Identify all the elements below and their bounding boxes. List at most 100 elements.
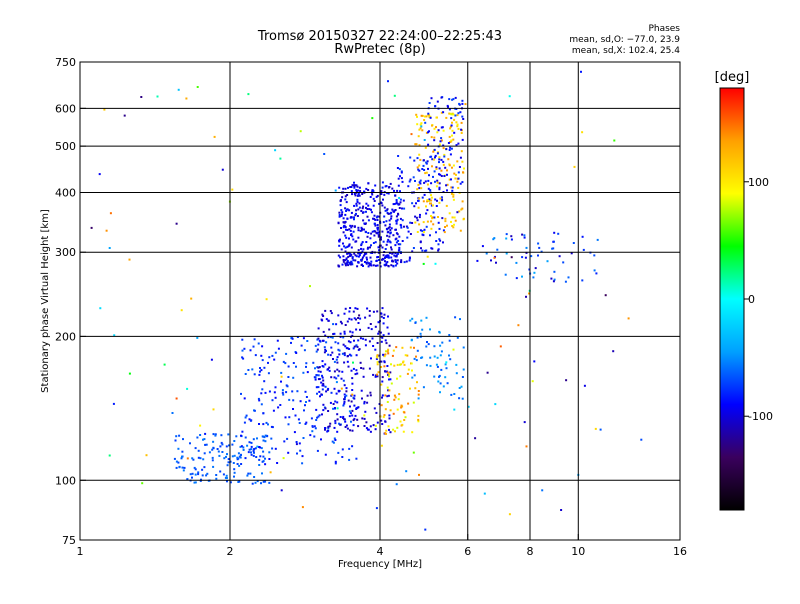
data-point-F2-block: [361, 250, 364, 253]
data-point-E-ramp: [271, 399, 274, 402]
data-point-F2-mid: [427, 179, 430, 182]
data-point-E-low-trace: [268, 451, 271, 454]
data-point-F1-main: [330, 376, 333, 379]
data-point-F2-block: [367, 232, 370, 234]
data-point-F2-mid: [439, 173, 442, 176]
data-point-E-ramp: [249, 349, 252, 352]
data-point-E-low-trace: [197, 471, 200, 474]
data-point-E-ramp: [281, 391, 284, 394]
data-point-F2-floor: [337, 254, 340, 257]
data-point-E-low-trace: [227, 458, 230, 461]
data-point-E-ramp: [330, 391, 333, 394]
data-point-E-ramp: [287, 376, 290, 378]
data-point-F2-floor: [370, 264, 373, 267]
data-point-F2-floor: [355, 255, 358, 258]
data-point-noise: [599, 428, 602, 431]
data-point-F1-upper: [384, 353, 387, 356]
data-point-F2-block: [344, 195, 347, 198]
data-point-noise: [565, 379, 568, 382]
data-point-F1-upper: [396, 363, 399, 366]
data-point-F2-block: [378, 202, 381, 205]
data-point-E-ramp: [292, 399, 295, 402]
data-point-F2-floor: [357, 261, 360, 264]
data-point-noise: [363, 414, 366, 417]
data-point-F1-main: [338, 370, 341, 373]
data-point-E-low-trace: [252, 454, 255, 457]
data-point-F2-block: [368, 262, 370, 265]
data-point-F2-yellow: [460, 121, 463, 124]
data-point-F1-main: [351, 409, 354, 412]
data-point-E-ramp: [333, 360, 336, 363]
data-point-E-low-trace: [189, 442, 191, 445]
y-tick-label: 600: [55, 102, 76, 115]
data-point-F2-yellow: [452, 113, 455, 116]
data-point-E-ramp: [292, 362, 295, 364]
data-point-F1-upper: [396, 426, 399, 429]
data-point-F2-top: [437, 129, 440, 132]
data-point-F2-block: [353, 225, 356, 228]
data-point-E-ramp: [299, 400, 302, 403]
data-point-F2-block: [390, 264, 393, 267]
data-point-F2-floor: [379, 265, 382, 268]
data-point-F2-yellow: [452, 164, 455, 167]
data-point-F2-block: [344, 246, 347, 249]
data-point-E-ramp: [259, 367, 261, 369]
data-point-F2-block: [365, 206, 367, 209]
data-point-noise: [186, 387, 189, 390]
data-point-F2-block: [367, 189, 370, 191]
data-point-F2-block: [389, 229, 392, 232]
data-point-E-low-trace: [264, 480, 267, 483]
data-point-F1-main: [336, 413, 339, 416]
data-point-F2-yellow: [456, 123, 459, 126]
data-point-F2-block: [393, 189, 395, 192]
data-point-F2-yellow: [421, 129, 424, 132]
data-point-F1-main: [352, 424, 355, 427]
data-point-F2-mid: [421, 249, 424, 252]
data-point-F1-main: [387, 373, 390, 376]
data-point-noise: [612, 350, 615, 353]
data-point-F1-main: [367, 428, 370, 431]
data-point-E-low-trace: [242, 448, 245, 451]
data-point-noise: [213, 135, 216, 138]
data-point-E-ramp: [243, 397, 246, 400]
data-point-F2-mid: [434, 154, 437, 157]
data-point-E-ramp: [317, 386, 320, 389]
data-point-E-ramp: [263, 380, 266, 383]
data-point-F2-block: [338, 186, 341, 189]
data-point-F1-right: [427, 343, 430, 346]
data-point-F2-mid: [409, 233, 412, 235]
data-point-F2-mid: [400, 177, 403, 180]
data-point-noise: [418, 473, 420, 476]
data-point-far-right: [510, 235, 513, 238]
data-point-F1-right: [411, 317, 414, 320]
data-point-F1-main: [346, 347, 349, 350]
data-point-F2-block: [377, 226, 379, 229]
data-point-F2-yellow: [446, 183, 449, 186]
data-point-E-ramp: [325, 341, 328, 344]
data-point-F2-block: [392, 203, 395, 206]
data-point-E-low-trace: [182, 469, 185, 472]
data-point-E-ramp: [252, 450, 255, 453]
data-point-far-right: [523, 236, 526, 239]
data-point-F1-upper: [409, 346, 412, 349]
data-point-far-right: [551, 247, 554, 250]
stats-o-mode: mean, sd,O: −77.0, 23.9: [569, 35, 680, 45]
data-point-F2-yellow: [448, 212, 451, 215]
data-point-F2-block: [353, 181, 355, 184]
data-point-F1-right: [453, 393, 456, 395]
data-point-F1-main: [374, 375, 377, 378]
data-point-F1-main: [343, 361, 346, 364]
data-point-F2-top: [441, 126, 444, 129]
data-point-F2-block: [352, 238, 355, 241]
data-point-F2-mid: [437, 248, 440, 251]
data-point-F1-right: [459, 318, 461, 321]
data-point-E-ramp: [348, 458, 351, 461]
data-point-far-right: [593, 269, 596, 272]
data-point-far-right: [504, 273, 507, 276]
data-point-F2-block: [386, 208, 389, 211]
data-point-F2-top: [461, 181, 464, 184]
data-point-far-right: [533, 271, 536, 274]
data-point-F1-main: [368, 340, 371, 343]
data-point-F2-block: [349, 224, 352, 227]
